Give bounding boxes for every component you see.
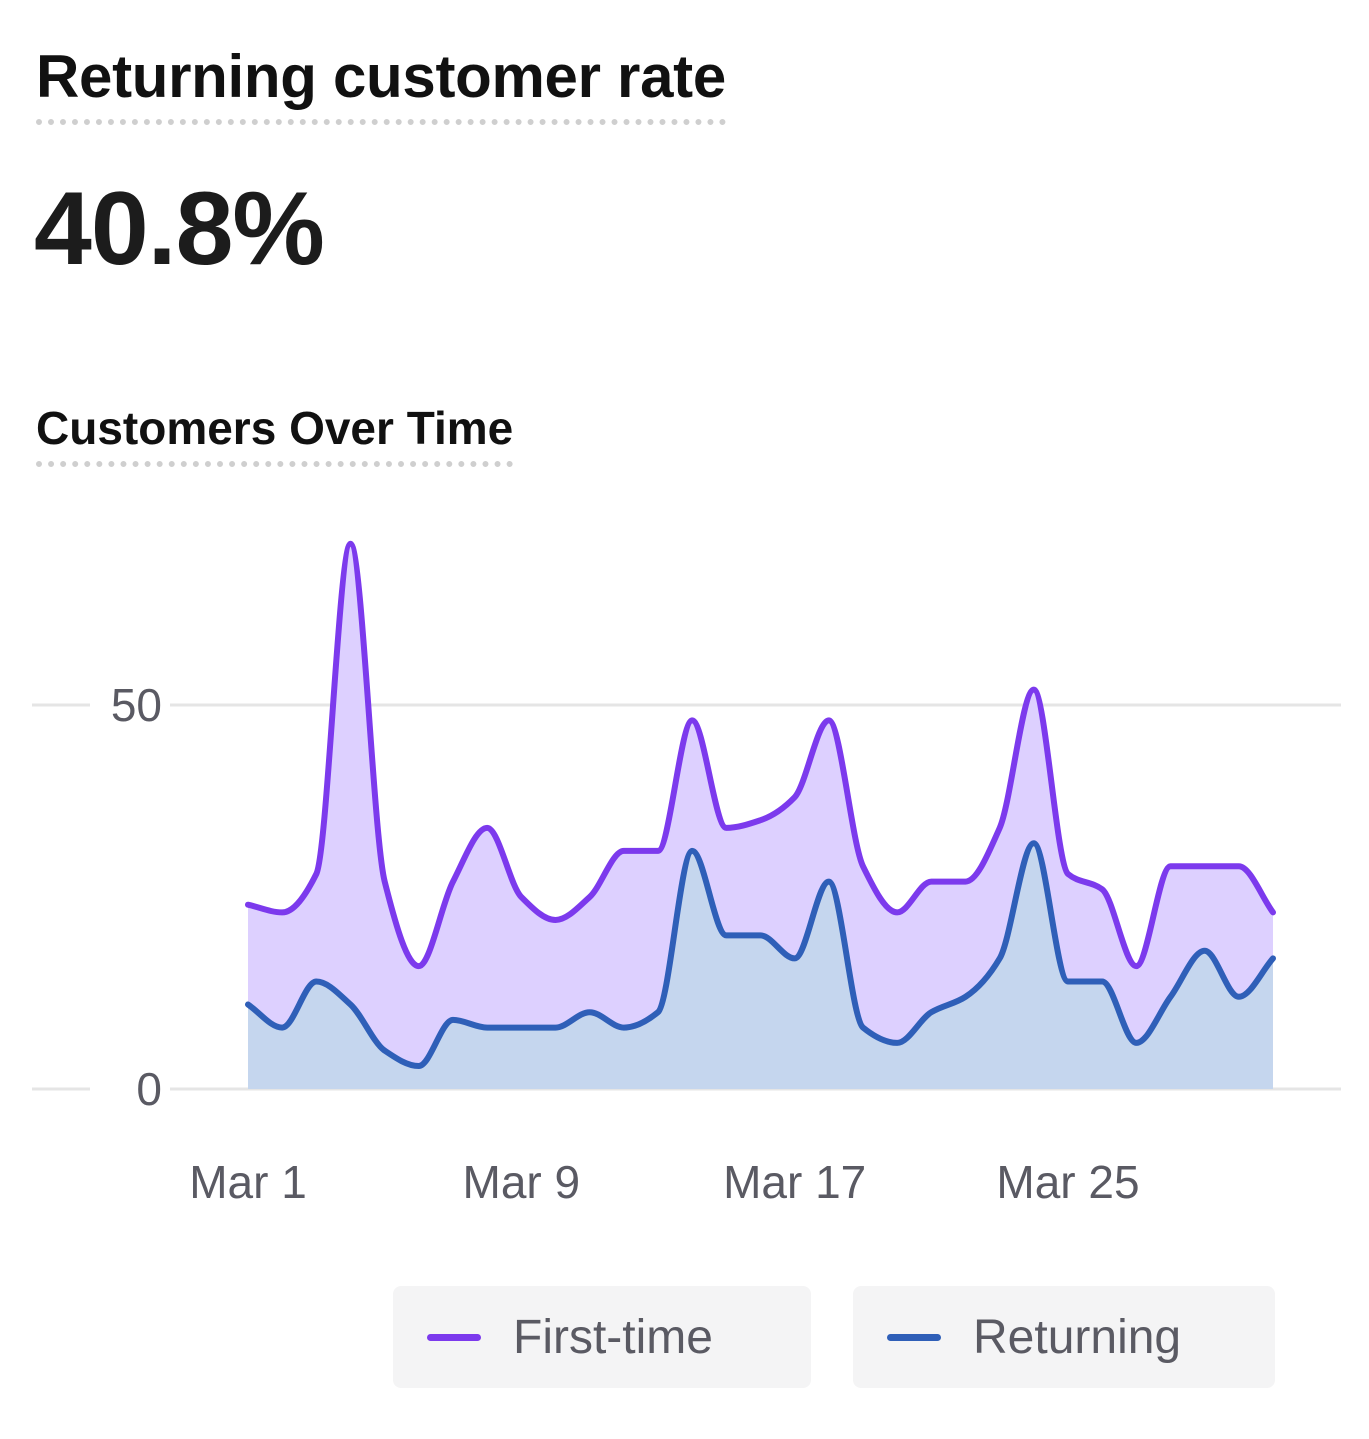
x-tick-label: Mar 9 <box>463 1156 581 1208</box>
legend-label-returning: Returning <box>973 1310 1182 1364</box>
legend-item-returning[interactable]: Returning <box>853 1286 1275 1388</box>
x-tick-label: Mar 25 <box>996 1156 1139 1208</box>
chart-title[interactable]: Customers Over Time <box>36 402 514 467</box>
first-time-area <box>248 543 1273 1066</box>
x-tick-label: Mar 1 <box>189 1156 307 1208</box>
first-time-swatch <box>427 1333 481 1341</box>
y-tick-label-bg <box>90 677 170 733</box>
returning-swatch <box>887 1333 941 1341</box>
chart-legend: First-time Returning <box>0 1286 1369 1388</box>
tick-layer: 0 50 Mar 1 Mar 9 Mar 17 Mar 25 <box>90 677 1140 1208</box>
metric-title[interactable]: Returning customer rate <box>36 42 726 125</box>
returning-line <box>245 840 1276 1069</box>
customers-over-time-chart: 0 50 Mar 1 Mar 9 Mar 17 Mar 25 <box>32 540 1341 1208</box>
metric-value: 40.8% <box>34 171 325 287</box>
first-time-line <box>245 540 1276 970</box>
x-tick-label: Mar 17 <box>723 1156 866 1208</box>
y-tick-label-bg <box>90 1061 170 1117</box>
area-layer <box>245 540 1276 1089</box>
legend-item-first-time[interactable]: First-time <box>393 1286 811 1388</box>
legend-label-first-time: First-time <box>513 1310 713 1364</box>
y-tick-label: 50 <box>111 679 162 731</box>
y-tick-label: 0 <box>136 1063 162 1115</box>
